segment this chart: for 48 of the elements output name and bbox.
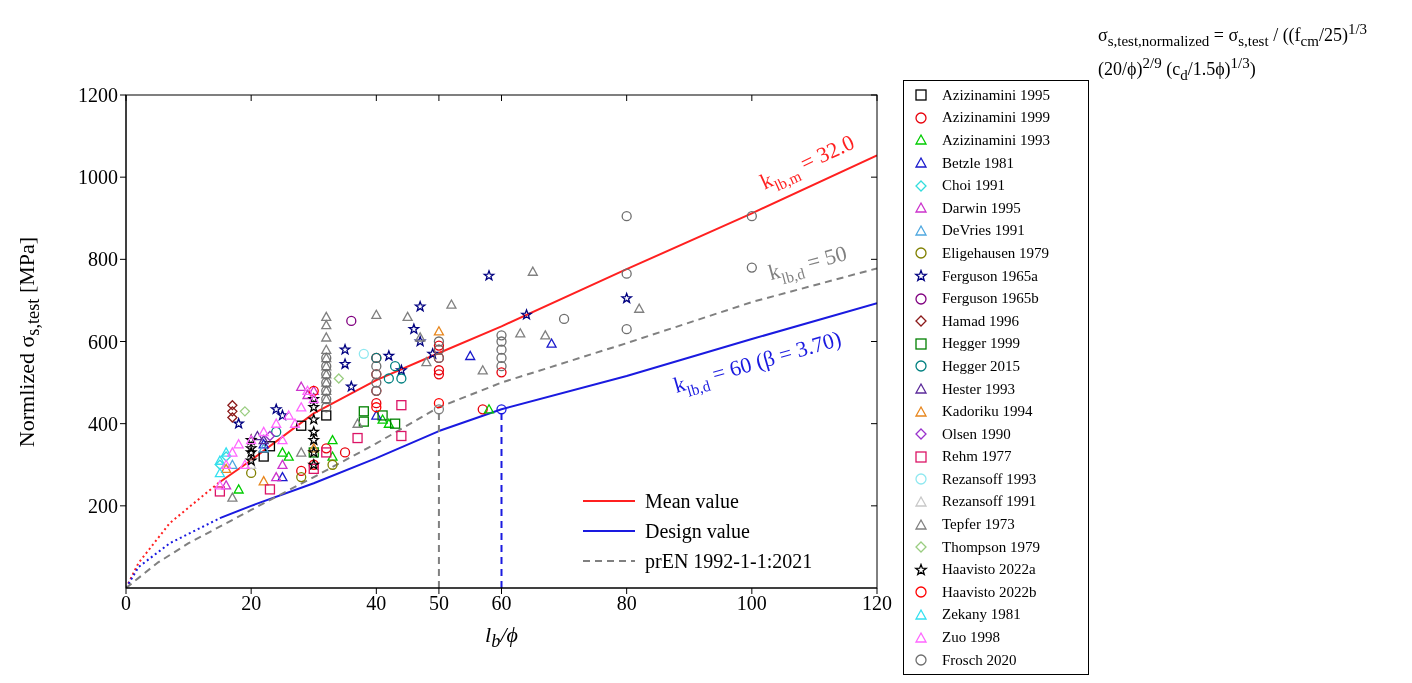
legend-label: Tepfer 1973 (942, 516, 1015, 534)
legend-label: Mean value (645, 489, 739, 513)
annotation: k$_{lb,m}$ = 32.0 (756, 129, 859, 195)
y-tick-label: 400 (88, 412, 118, 435)
x-tick-label: 50 (428, 592, 449, 615)
text: σ$_{s,test,normalized}$ = σ$_{s,test}$ / ((f$_{cm}$/25)$^{1/3}$ (20/ϕ)$^{2/9}$ (c$_{d}$/1.5ϕ)$^{1/3}$) (1098, 21, 1368, 83)
x-tick-label: 20 (241, 592, 262, 615)
legend-label: Darwin 1995 (942, 199, 1021, 217)
x-tick-label: 100 (736, 592, 767, 615)
y-tick-label: 800 (88, 248, 118, 271)
legend-label: Design value (645, 519, 750, 543)
legend-label: Hester 1993 (942, 380, 1015, 398)
annotation: k$_{lb,d}$ = 50 (765, 240, 850, 288)
legend-label: Zekany 1981 (942, 606, 1021, 624)
y-tick-label: 1200 (78, 84, 118, 107)
legend-label: Eligehausen 1979 (942, 244, 1050, 262)
x-tick-label: 0 (121, 592, 131, 615)
legend-label: Rezansoff 1993 (942, 470, 1037, 488)
legend-label: Rezansoff 1991 (942, 493, 1037, 511)
x-tick-label: 60 (491, 592, 512, 615)
legend-label: prEN 1992-1-1:2021 (645, 549, 813, 573)
legend-label: Hamad 1996 (942, 312, 1020, 330)
legend-label: Thompson 1979 (942, 538, 1040, 556)
legend-label: Betzle 1981 (942, 154, 1015, 172)
legend-label: Ferguson 1965b (942, 290, 1039, 308)
y-tick-label: 600 (88, 330, 118, 353)
x-tick-label: 120 (862, 592, 892, 615)
legend-label: Hegger 1999 (942, 335, 1020, 353)
legend-label: Azizinamini 1993 (942, 131, 1050, 149)
legend-label: Frosch 2020 (942, 651, 1017, 669)
x-tick-label: 80 (616, 592, 637, 615)
legend-label: Haavisto 2022a (942, 561, 1036, 579)
legend-label: Choi 1991 (942, 177, 1005, 195)
legend-label: Haavisto 2022b (942, 583, 1037, 601)
legend-label: Ferguson 1965a (942, 267, 1038, 285)
legend-label: Azizinamini 1995 (942, 86, 1050, 104)
legend-label: Rehm 1977 (942, 448, 1012, 466)
y-tick-label: 200 (88, 494, 118, 517)
legend-label: Azizinamini 1999 (942, 109, 1050, 127)
annotation: k$_{lb,d}$ = 60 (β = 3.70) (670, 325, 845, 400)
legend-label: Olsen 1990 (942, 425, 1011, 443)
x-tick-label: 40 (366, 592, 387, 615)
legend-label: Kadoriku 1994 (942, 403, 1033, 421)
x-axis-title: l$_{b}$/ϕ (484, 622, 519, 653)
legend-label: Hegger 2015 (942, 357, 1020, 375)
legend-label: DeVries 1991 (942, 222, 1025, 240)
legend-label: Zuo 1998 (942, 629, 1000, 647)
y-tick-label: 1000 (78, 166, 118, 189)
